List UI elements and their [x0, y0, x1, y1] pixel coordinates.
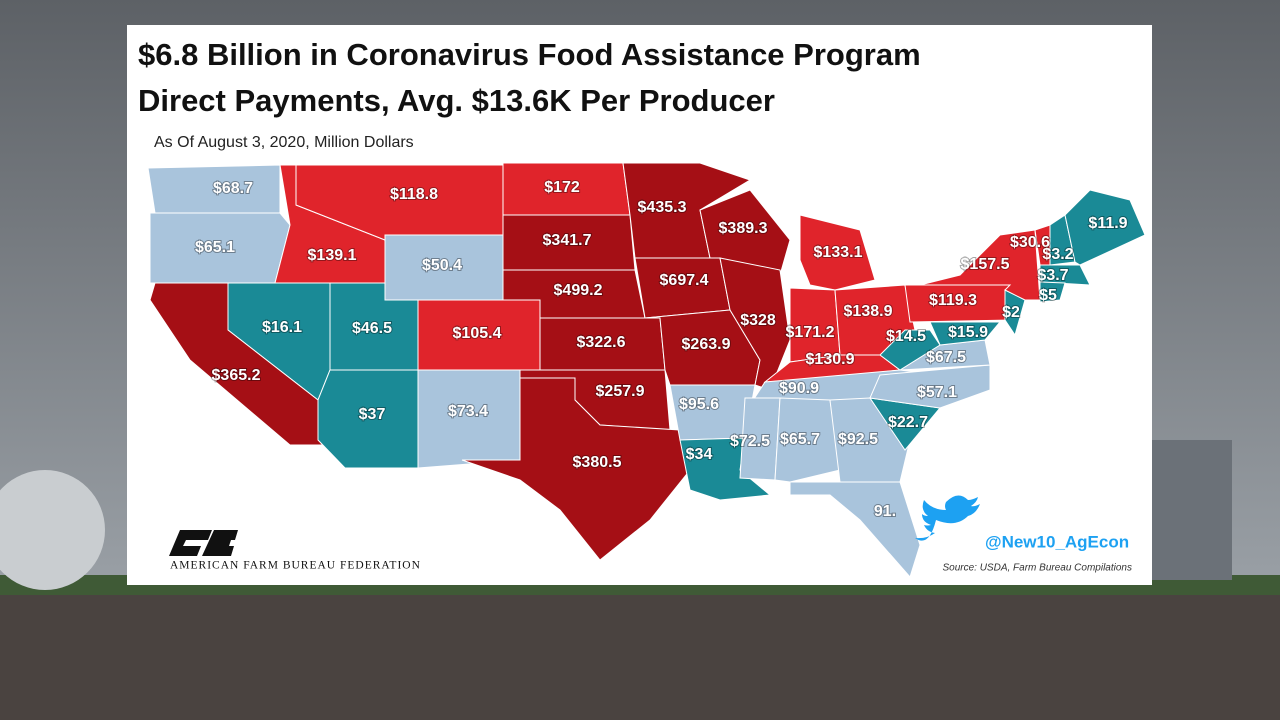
state-label: $328 [740, 312, 776, 329]
title-line: $6.8 Billion in Coronavirus Food Assista… [138, 37, 921, 72]
source: Source: USDA, Farm Bureau Compilations [942, 563, 1132, 574]
state-label: $72.5 [730, 433, 770, 450]
state-label: $171.2 [786, 324, 835, 341]
state-label: $389.3 [719, 220, 768, 237]
state-shape [879, 329, 941, 371]
state-label: $15.9 [948, 324, 988, 341]
logo-mark [169, 530, 212, 556]
state-label: $30.6 [1010, 234, 1050, 251]
state-label: $37 [359, 406, 386, 423]
state-label: $14.5 [886, 328, 926, 345]
state-label: $341.7 [543, 232, 592, 249]
state-label: $11.9 [1088, 215, 1127, 232]
state-label: 91. [874, 503, 896, 520]
state-label: $130.9 [806, 351, 855, 368]
state-label: $119.3 [929, 292, 977, 309]
state-label: $697.4 [660, 272, 709, 289]
state-label: $172 [544, 179, 580, 196]
state-label: $2 [1002, 304, 1020, 321]
state-label: $95.6 [679, 396, 719, 413]
state-label: $22.7 [888, 414, 928, 431]
state-label: $5 [1039, 287, 1057, 304]
state-label: $257.9 [596, 383, 645, 400]
subtitle: As Of August 3, 2020, Million Dollars [154, 134, 414, 151]
state-shape [869, 364, 991, 409]
silo [1152, 440, 1232, 580]
state-label: $380.5 [573, 454, 622, 471]
state-label: $68.7 [213, 180, 253, 197]
state-shape [774, 397, 841, 483]
state-label: $50.4 [422, 257, 462, 274]
logo-mark [202, 530, 238, 556]
state-label: $57.1 [917, 384, 957, 401]
state-shape [1039, 264, 1091, 286]
state-label: $34 [686, 446, 713, 463]
state-shape [1064, 189, 1146, 266]
state-label: $157.5 [961, 256, 1010, 273]
state-shape [789, 481, 921, 578]
state-shape [929, 321, 1002, 346]
state-label: $73.4 [448, 403, 488, 420]
title-line: Direct Payments, Avg. $13.6K Per Produce… [138, 83, 775, 118]
state-label: $105.4 [453, 325, 502, 342]
state-label: $67.5 [926, 349, 966, 366]
state-label: $133.1 [814, 244, 863, 261]
state-label: $92.5 [838, 431, 878, 448]
state-label: $499.2 [554, 282, 603, 299]
ground [0, 590, 1280, 720]
state-label: $65.1 [195, 239, 235, 256]
state-layer: $68.7 $65.1 $139.1 $118.8 $50.4 $172 $341.7 $49… [147, 162, 1146, 578]
twitter-handle: @New10_AgEcon [985, 532, 1129, 551]
state-label: $139.1 [308, 247, 357, 264]
state-label: $322.6 [577, 334, 626, 351]
logo: AMERICAN FARM BUREAU FEDERATION [169, 530, 421, 572]
state-label: $365.2 [212, 367, 261, 384]
state-label: $263.9 [682, 336, 731, 353]
state-label: $138.9 [844, 303, 893, 320]
state-label: $46.5 [352, 320, 392, 337]
state-label: $16.1 [262, 319, 302, 336]
state-shape [1039, 281, 1066, 303]
state-label: $118.8 [390, 186, 438, 203]
state-label: $435.3 [638, 199, 687, 216]
twitter-icon [915, 495, 980, 541]
state-label: $3.2 [1042, 246, 1073, 263]
barn [0, 470, 105, 590]
state-label: $90.9 [779, 380, 819, 397]
state-label: $65.7 [780, 431, 820, 448]
state-label: $3.7 [1037, 267, 1068, 284]
logo-text: AMERICAN FARM BUREAU FEDERATION [170, 560, 421, 572]
